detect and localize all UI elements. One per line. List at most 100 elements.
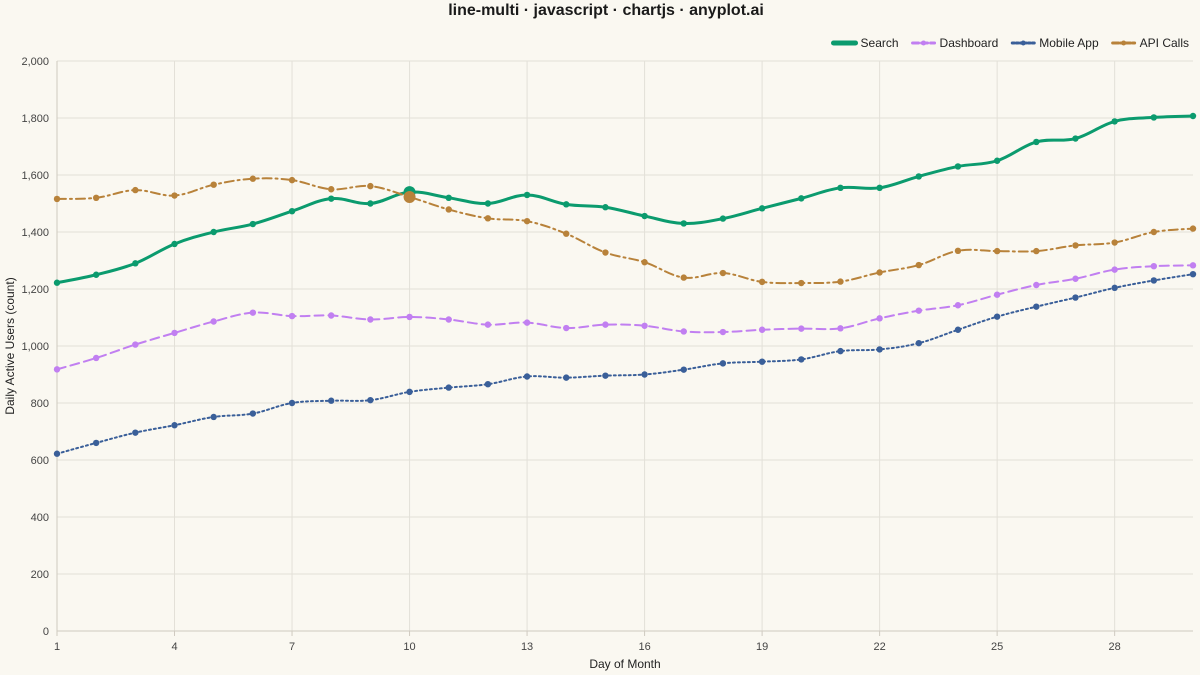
data-point-mobile-app[interactable] <box>1189 270 1197 278</box>
data-point-mobile-app[interactable] <box>1072 294 1079 301</box>
data-point-mobile-app[interactable] <box>484 380 492 388</box>
data-point-search[interactable] <box>1111 118 1118 125</box>
data-point-search[interactable] <box>210 228 217 236</box>
data-point-api-calls[interactable] <box>1111 239 1118 246</box>
data-point-dashboard[interactable] <box>484 321 492 328</box>
data-point-mobile-app[interactable] <box>132 429 139 436</box>
data-point-api-calls[interactable] <box>680 274 687 281</box>
legend-item-search[interactable]: Search <box>831 36 899 50</box>
data-point-dashboard[interactable] <box>680 328 687 335</box>
data-point-api-calls[interactable] <box>403 190 416 203</box>
data-point-api-calls[interactable] <box>758 278 766 286</box>
data-point-mobile-app[interactable] <box>53 450 61 457</box>
data-point-api-calls[interactable] <box>876 269 883 276</box>
data-point-mobile-app[interactable] <box>288 399 296 407</box>
data-point-api-calls[interactable] <box>602 249 609 256</box>
data-point-dashboard[interactable] <box>876 315 883 322</box>
data-point-mobile-app[interactable] <box>876 346 883 353</box>
data-point-dashboard[interactable] <box>1033 281 1040 289</box>
data-point-dashboard[interactable] <box>249 309 257 316</box>
data-point-mobile-app[interactable] <box>1033 303 1040 310</box>
data-point-dashboard[interactable] <box>641 322 648 329</box>
data-point-search[interactable] <box>249 220 257 228</box>
data-point-search[interactable] <box>641 212 648 220</box>
data-point-mobile-app[interactable] <box>798 356 805 363</box>
data-point-mobile-app[interactable] <box>915 339 922 347</box>
data-point-search[interactable] <box>1150 114 1158 121</box>
data-point-search[interactable] <box>876 184 883 192</box>
data-point-dashboard[interactable] <box>53 366 61 373</box>
data-point-dashboard[interactable] <box>132 341 139 348</box>
data-point-dashboard[interactable] <box>367 316 374 323</box>
data-point-dashboard[interactable] <box>523 319 531 326</box>
data-point-dashboard[interactable] <box>328 312 335 319</box>
data-point-api-calls[interactable] <box>92 194 100 201</box>
data-point-dashboard[interactable] <box>210 318 217 325</box>
data-point-mobile-app[interactable] <box>92 439 100 447</box>
data-point-search[interactable] <box>680 220 687 227</box>
data-point-dashboard[interactable] <box>1072 275 1079 282</box>
data-point-api-calls[interactable] <box>132 186 139 194</box>
data-point-api-calls[interactable] <box>53 195 61 203</box>
data-point-dashboard[interactable] <box>993 291 1001 298</box>
data-point-api-calls[interactable] <box>328 186 335 193</box>
data-point-api-calls[interactable] <box>1150 228 1158 236</box>
data-point-search[interactable] <box>954 163 962 170</box>
data-point-dashboard[interactable] <box>954 302 962 309</box>
data-point-dashboard[interactable] <box>92 354 100 362</box>
data-point-search[interactable] <box>758 205 766 212</box>
data-point-mobile-app[interactable] <box>837 347 844 355</box>
data-point-dashboard[interactable] <box>837 325 844 332</box>
data-point-dashboard[interactable] <box>171 329 178 337</box>
data-point-api-calls[interactable] <box>249 175 257 182</box>
legend-item-api-calls[interactable]: API Calls <box>1111 36 1189 50</box>
data-point-mobile-app[interactable] <box>406 388 413 396</box>
data-point-mobile-app[interactable] <box>680 366 687 373</box>
data-point-api-calls[interactable] <box>288 176 296 184</box>
data-point-mobile-app[interactable] <box>328 397 335 404</box>
data-point-dashboard[interactable] <box>1111 266 1118 273</box>
data-point-mobile-app[interactable] <box>641 371 648 378</box>
data-point-search[interactable] <box>719 215 727 222</box>
data-point-mobile-app[interactable] <box>210 413 217 421</box>
data-point-api-calls[interactable] <box>915 261 922 269</box>
data-point-mobile-app[interactable] <box>719 360 727 367</box>
data-point-dashboard[interactable] <box>563 324 570 332</box>
data-point-search[interactable] <box>563 201 570 208</box>
data-point-api-calls[interactable] <box>171 192 178 199</box>
data-point-api-calls[interactable] <box>367 182 374 190</box>
data-point-search[interactable] <box>1033 138 1040 146</box>
legend-item-dashboard[interactable]: Dashboard <box>911 36 999 50</box>
data-point-search[interactable] <box>484 200 492 207</box>
data-point-api-calls[interactable] <box>523 217 531 225</box>
data-point-dashboard[interactable] <box>1150 263 1158 270</box>
data-point-search[interactable] <box>328 195 335 202</box>
legend[interactable]: Search Dashboard Mobile App API Calls <box>831 36 1189 50</box>
data-point-mobile-app[interactable] <box>445 384 452 391</box>
data-point-search[interactable] <box>367 200 374 207</box>
data-point-search[interactable] <box>798 195 805 202</box>
data-point-api-calls[interactable] <box>993 247 1001 255</box>
data-point-search[interactable] <box>288 207 296 215</box>
legend-item-mobile-app[interactable]: Mobile App <box>1010 36 1099 50</box>
data-point-dashboard[interactable] <box>288 312 296 320</box>
data-point-dashboard[interactable] <box>798 325 805 332</box>
data-point-mobile-app[interactable] <box>523 373 531 380</box>
data-point-api-calls[interactable] <box>641 259 648 266</box>
data-point-api-calls[interactable] <box>563 230 570 237</box>
data-point-api-calls[interactable] <box>719 269 727 277</box>
data-point-mobile-app[interactable] <box>1150 277 1158 284</box>
data-point-search[interactable] <box>445 194 452 201</box>
data-point-search[interactable] <box>915 173 922 180</box>
data-point-mobile-app[interactable] <box>249 410 257 417</box>
data-point-dashboard[interactable] <box>445 316 452 323</box>
data-point-search[interactable] <box>993 157 1001 164</box>
data-point-api-calls[interactable] <box>954 247 962 255</box>
data-point-mobile-app[interactable] <box>563 374 570 381</box>
data-point-mobile-app[interactable] <box>993 313 1001 320</box>
data-point-dashboard[interactable] <box>915 307 922 314</box>
data-point-search[interactable] <box>837 184 844 192</box>
data-point-mobile-app[interactable] <box>171 422 178 429</box>
data-point-search[interactable] <box>92 271 100 278</box>
data-point-search[interactable] <box>132 260 139 267</box>
